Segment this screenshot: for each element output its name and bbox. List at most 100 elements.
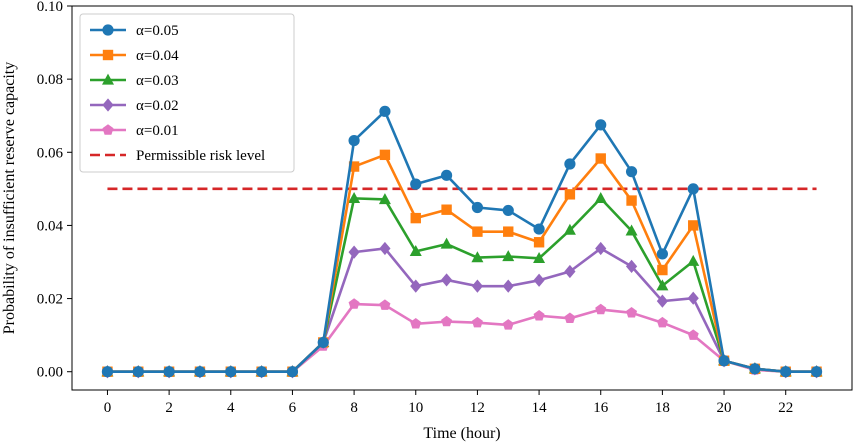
data-point bbox=[348, 161, 360, 172]
data-point bbox=[564, 158, 576, 170]
data-point bbox=[441, 204, 452, 215]
data-point bbox=[564, 189, 576, 200]
data-point bbox=[471, 279, 484, 293]
legend-box bbox=[79, 13, 295, 173]
legend-marker bbox=[102, 49, 114, 61]
data-point bbox=[348, 245, 360, 259]
legend-marker bbox=[102, 24, 114, 36]
legend-label: α=0.02 bbox=[136, 98, 179, 114]
data-point bbox=[533, 309, 545, 321]
data-point bbox=[379, 299, 391, 310]
data-point bbox=[625, 166, 638, 178]
data-point bbox=[471, 201, 484, 214]
x-axis: 0 2 4 6 8 10 12 14 16 18 20 22 bbox=[104, 390, 793, 416]
data-point bbox=[409, 244, 422, 256]
data-point bbox=[502, 204, 514, 217]
data-point bbox=[563, 223, 576, 235]
data-point bbox=[687, 291, 699, 305]
data-point bbox=[471, 316, 483, 328]
data-point bbox=[225, 366, 237, 378]
y-tick-label: 0.02 bbox=[37, 292, 63, 308]
data-point bbox=[656, 294, 668, 308]
data-point bbox=[687, 329, 699, 340]
y-tick-label: 0.04 bbox=[37, 218, 64, 234]
data-point bbox=[595, 241, 607, 256]
data-point bbox=[440, 169, 453, 181]
data-point bbox=[656, 316, 668, 328]
data-point bbox=[471, 251, 484, 263]
data-point bbox=[286, 366, 299, 378]
data-point bbox=[594, 191, 607, 203]
x-tick-label: 10 bbox=[408, 400, 423, 416]
data-point bbox=[533, 223, 545, 235]
data-point bbox=[101, 366, 114, 378]
legend-marker bbox=[102, 73, 114, 85]
y-tick-label: 0.06 bbox=[37, 145, 64, 161]
data-point bbox=[256, 366, 268, 378]
legend-item: α=0.02 bbox=[90, 98, 179, 114]
data-point bbox=[533, 237, 545, 248]
legend-label: α=0.01 bbox=[136, 123, 179, 139]
legend-item: α=0.03 bbox=[90, 73, 179, 89]
data-point bbox=[502, 279, 514, 293]
data-point bbox=[626, 307, 638, 318]
data-point bbox=[379, 241, 391, 256]
legend-item: α=0.01 bbox=[90, 123, 179, 139]
data-point bbox=[410, 318, 422, 329]
x-tick-label: 12 bbox=[470, 400, 485, 416]
data-point bbox=[810, 366, 823, 378]
data-point bbox=[472, 226, 483, 237]
series-group bbox=[101, 105, 823, 378]
data-point bbox=[132, 366, 144, 378]
data-point bbox=[503, 226, 514, 237]
data-point bbox=[194, 366, 206, 378]
legend-item: Permissible risk level bbox=[90, 148, 265, 164]
series-layer bbox=[101, 105, 823, 379]
data-point bbox=[440, 237, 453, 249]
data-point bbox=[718, 355, 730, 367]
data-point bbox=[780, 366, 792, 378]
legend-label: Permissible risk level bbox=[136, 148, 265, 164]
x-tick-label: 20 bbox=[717, 400, 732, 416]
y-axis-label: Probability of insufficient reserve capa… bbox=[1, 62, 18, 335]
data-point bbox=[410, 212, 421, 224]
x-tick-label: 6 bbox=[289, 400, 297, 416]
x-tick-label: 14 bbox=[532, 400, 548, 416]
data-point bbox=[657, 264, 668, 276]
data-point bbox=[533, 251, 546, 263]
legend-label: α=0.03 bbox=[136, 73, 179, 89]
data-point bbox=[595, 303, 607, 315]
legend-label: α=0.05 bbox=[136, 23, 179, 39]
data-point bbox=[564, 312, 576, 324]
y-tick-label: 0.08 bbox=[37, 72, 63, 88]
data-point bbox=[378, 193, 391, 205]
data-point bbox=[379, 149, 391, 161]
data-point bbox=[625, 259, 638, 273]
data-point bbox=[410, 178, 422, 190]
legend-marker bbox=[102, 124, 114, 135]
data-point bbox=[656, 279, 669, 291]
data-point bbox=[348, 191, 361, 203]
data-point bbox=[626, 195, 637, 206]
plot-frame bbox=[71, 5, 853, 391]
legend-item: α=0.05 bbox=[90, 23, 179, 39]
data-point bbox=[687, 183, 699, 195]
legend: α=0.05 α=0.04 α=0.03 α=0.02 α=0.01 Permissibl… bbox=[79, 13, 295, 173]
data-point bbox=[348, 134, 360, 147]
data-point bbox=[379, 105, 391, 117]
data-point bbox=[502, 250, 515, 262]
x-tick-label: 18 bbox=[655, 400, 670, 416]
x-tick-label: 0 bbox=[104, 400, 112, 416]
data-point bbox=[317, 336, 329, 349]
y-axis: 0.00 0.02 0.04 0.06 0.08 0.10 bbox=[37, 0, 72, 381]
legend-item: α=0.04 bbox=[90, 48, 179, 64]
data-point bbox=[163, 366, 175, 378]
data-point bbox=[502, 319, 514, 330]
y-tick-label: 0.10 bbox=[37, 0, 63, 15]
data-point bbox=[687, 254, 700, 266]
data-point bbox=[410, 279, 422, 293]
x-tick-label: 16 bbox=[593, 400, 609, 416]
data-point bbox=[533, 273, 545, 287]
x-tick-label: 2 bbox=[165, 400, 173, 416]
data-point bbox=[688, 220, 699, 231]
